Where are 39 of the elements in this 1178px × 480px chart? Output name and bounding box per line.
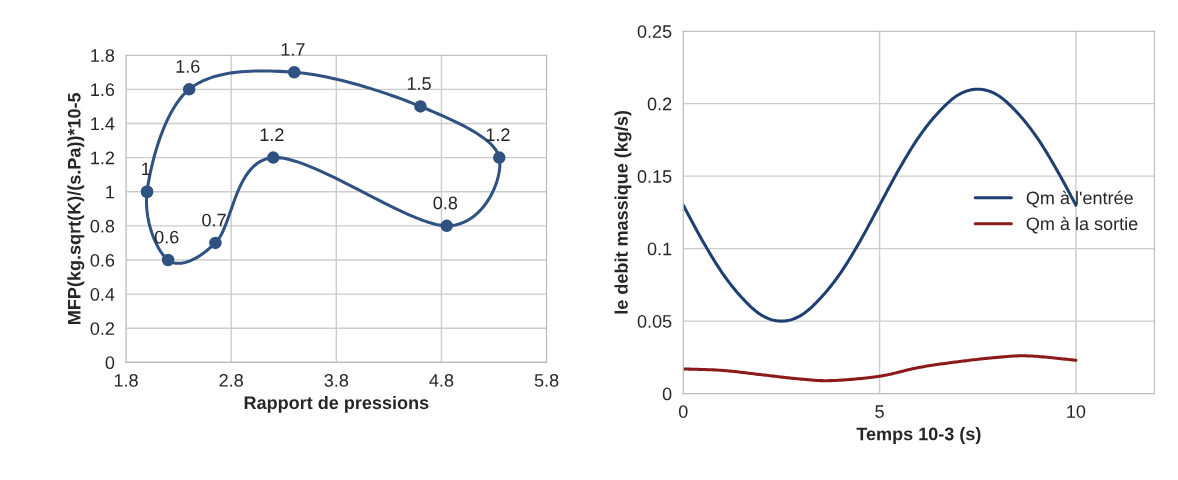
data-label: 0.6 bbox=[154, 230, 179, 244]
y-tick-label: 0 bbox=[105, 356, 115, 370]
data-label: 1.7 bbox=[281, 43, 305, 56]
x-tick-label: 3.8 bbox=[324, 373, 349, 387]
y-tick-label: 0.25 bbox=[637, 25, 672, 38]
legend-label: Qm à l'entrée bbox=[1026, 190, 1133, 208]
data-label: 1.6 bbox=[176, 60, 200, 73]
y-tick-label: 0.8 bbox=[90, 219, 115, 233]
y-tick-label: 0.15 bbox=[637, 170, 672, 183]
y-tick-label: 1.4 bbox=[91, 117, 115, 131]
y-tick-label: 1.8 bbox=[91, 49, 115, 62]
x-tick-label: 1.8 bbox=[114, 373, 138, 387]
y-tick-label: 1 bbox=[106, 185, 115, 199]
y-tick-label: 0 bbox=[662, 387, 672, 401]
y-tick-label: 0.1 bbox=[647, 242, 672, 256]
data-label: 1.5 bbox=[407, 77, 431, 90]
y-tick-label: 0.6 bbox=[90, 253, 115, 267]
x-tick-label: 0 bbox=[678, 405, 688, 418]
data-label: 0.8 bbox=[433, 196, 458, 210]
y-tick-label: 0.2 bbox=[90, 322, 115, 335]
legend-label: Qm à la sortie bbox=[1026, 216, 1138, 234]
y-tick-label: 1.6 bbox=[91, 83, 115, 97]
y-axis-title: MFP(kg.sqrt(K)/(s.Pa))*10-5 bbox=[67, 92, 85, 324]
y-tick-label: 0.05 bbox=[637, 315, 672, 328]
x-tick-label: 2.8 bbox=[219, 373, 243, 387]
y-axis-title: le debit massique (kg/s) bbox=[614, 110, 632, 314]
data-label: 1.2 bbox=[486, 128, 510, 141]
data-label: 1 bbox=[142, 162, 150, 176]
data-label: 1.2 bbox=[260, 128, 284, 141]
data-label: 0.7 bbox=[202, 213, 226, 227]
x-axis-title: Rapport de pressions bbox=[244, 395, 429, 413]
x-tick-label: 5 bbox=[875, 405, 884, 418]
y-tick-label: 1.2 bbox=[91, 151, 115, 165]
x-tick-label: 5.8 bbox=[534, 373, 559, 387]
x-tick-label: 4.8 bbox=[429, 373, 454, 387]
y-tick-label: 0.2 bbox=[647, 97, 672, 111]
y-tick-label: 0.4 bbox=[90, 288, 115, 301]
x-axis-title: Temps 10-3 (s) bbox=[856, 427, 981, 444]
x-tick-label: 10 bbox=[1067, 405, 1086, 418]
